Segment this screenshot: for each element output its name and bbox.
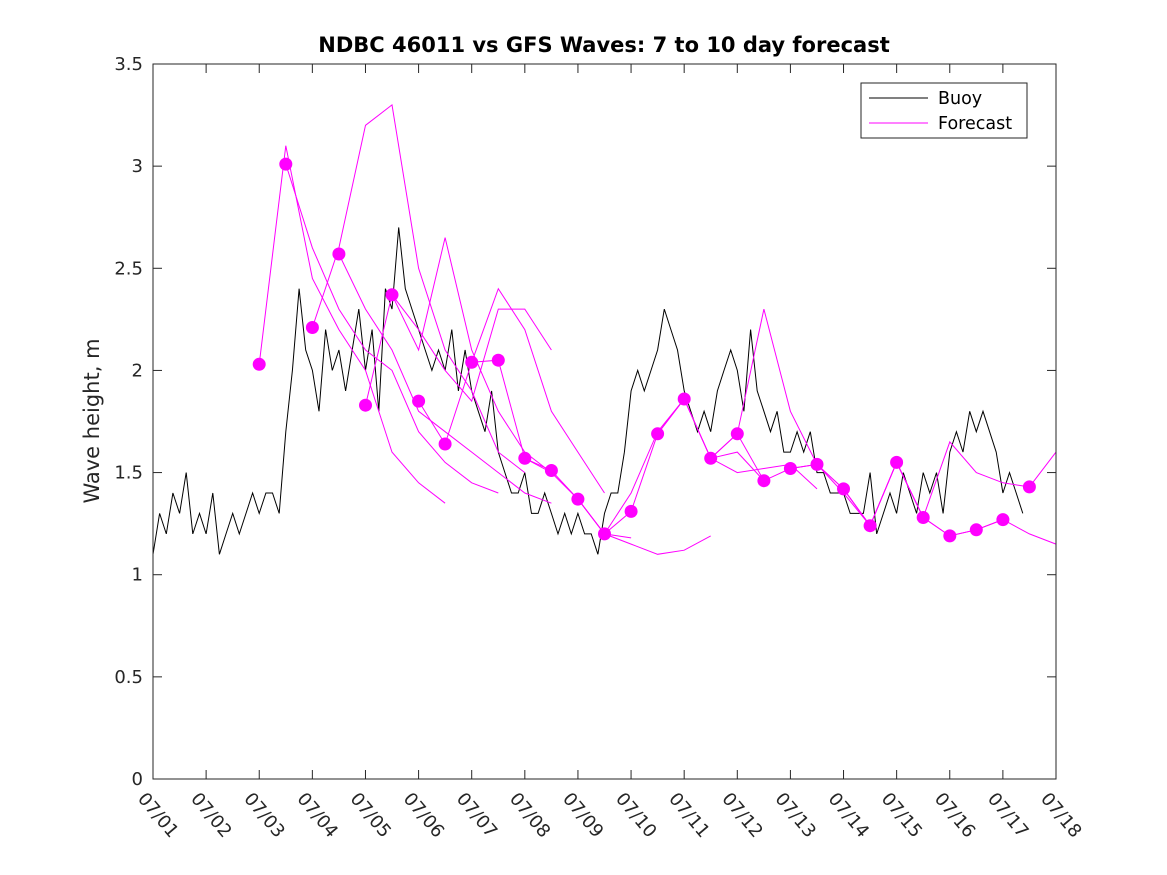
forecast-marker xyxy=(624,504,638,518)
forecast-marker xyxy=(996,513,1010,527)
x-tick-label: 07/08 xyxy=(505,789,554,842)
x-tick-label: 07/18 xyxy=(1036,789,1085,842)
y-axis: 0 0.5 1 1.5 2 2.5 3 3.5 xyxy=(114,54,1056,790)
y-tick-label: 0 xyxy=(132,769,143,790)
axes-box xyxy=(152,63,1057,780)
forecast-marker xyxy=(279,157,293,171)
y-axis-label: Wave height, m xyxy=(80,338,104,503)
forecast-marker xyxy=(518,451,532,465)
chart-title: NDBC 46011 vs GFS Waves: 7 to 10 day for… xyxy=(318,33,889,57)
x-tick-label: 07/06 xyxy=(399,789,448,842)
y-tick-label: 1 xyxy=(132,565,143,586)
forecast-marker xyxy=(677,392,691,406)
x-tick-label: 07/04 xyxy=(293,789,342,842)
x-axis: 07/01 07/02 07/03 07/04 07/05 07/06 07/07 07/08… xyxy=(133,64,1086,842)
forecast-run-line xyxy=(471,359,632,539)
x-tick-label: 07/03 xyxy=(239,789,288,842)
x-tick-label: 07/12 xyxy=(717,789,766,842)
forecast-marker xyxy=(969,523,983,537)
forecast-run-line xyxy=(311,103,526,473)
y-tick-label: 2 xyxy=(132,360,143,381)
forecast-marker xyxy=(916,511,930,524)
forecast-run-line xyxy=(285,163,499,494)
forecast-run-line xyxy=(790,461,1004,537)
forecast-marker xyxy=(544,464,558,477)
forecast-marker xyxy=(305,321,319,334)
forecast-marker xyxy=(837,482,850,496)
buoy-series-line xyxy=(152,227,1024,555)
forecast-run-line xyxy=(338,253,552,504)
forecast-marker xyxy=(863,519,877,533)
forecast-marker xyxy=(332,247,346,261)
x-tick-label: 07/01 xyxy=(133,789,182,842)
forecast-marker xyxy=(252,357,266,371)
forecast-marker xyxy=(465,355,479,369)
forecast-run-line xyxy=(365,237,552,473)
forecast-marker xyxy=(757,474,771,488)
x-tick-label: 07/05 xyxy=(346,789,395,842)
x-tick-label: 07/16 xyxy=(930,789,979,842)
y-tick-label: 1.5 xyxy=(114,463,143,484)
x-tick-label: 07/14 xyxy=(824,789,873,842)
forecast-marker xyxy=(438,437,452,451)
forecast-marker xyxy=(651,427,665,441)
forecast-marker xyxy=(1022,480,1036,494)
y-tick-label: 3 xyxy=(132,156,143,177)
forecast-run-line xyxy=(391,294,552,403)
forecast-marker xyxy=(730,427,744,441)
forecast-marker xyxy=(571,492,585,506)
forecast-run-line xyxy=(577,398,765,535)
y-tick-label: 3.5 xyxy=(114,54,143,75)
x-tick-label: 07/02 xyxy=(186,789,235,842)
x-tick-label: 07/09 xyxy=(558,789,607,842)
forecast-marker xyxy=(943,529,957,543)
x-tick-label: 07/10 xyxy=(611,789,660,842)
forecast-marker xyxy=(385,288,399,302)
plot-area xyxy=(152,103,1057,555)
x-tick-label: 07/11 xyxy=(664,789,713,842)
forecast-marker xyxy=(704,451,718,465)
legend: Buoy Forecast xyxy=(860,82,1028,139)
forecast-marker xyxy=(810,457,824,471)
forecast-marker xyxy=(598,527,611,541)
y-tick-label: 0.5 xyxy=(114,667,143,688)
forecast-run-line xyxy=(843,440,1057,527)
forecast-marker xyxy=(783,462,797,475)
forecast-marker xyxy=(491,353,505,367)
x-tick-label: 07/17 xyxy=(983,789,1032,842)
legend-buoy-label: Buoy xyxy=(938,89,982,109)
x-tick-label: 07/13 xyxy=(771,789,820,842)
forecast-run-line xyxy=(418,287,605,494)
y-tick-label: 2.5 xyxy=(114,258,143,279)
x-tick-label: 07/15 xyxy=(877,789,926,842)
legend-box xyxy=(860,82,1028,139)
x-tick-label: 07/07 xyxy=(452,789,501,842)
forecast-marker xyxy=(359,398,372,412)
forecast-marker xyxy=(890,455,904,469)
legend-forecast-label: Forecast xyxy=(938,114,1012,134)
forecast-marker xyxy=(412,394,426,408)
